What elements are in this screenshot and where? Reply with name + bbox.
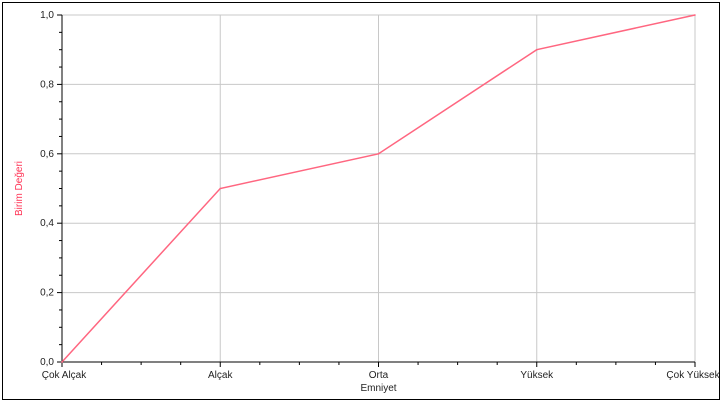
data-point [694, 14, 696, 16]
data-point [219, 187, 222, 190]
y-tick-label: 0,6 [40, 149, 54, 160]
data-point [61, 361, 63, 363]
axes [57, 14, 696, 367]
series-group [61, 14, 696, 363]
y-axis-title: Birim Değeri [14, 161, 25, 216]
y-tick-label: 0,8 [40, 79, 54, 90]
x-tick-label: Orta [369, 370, 389, 381]
data-point [377, 153, 380, 155]
y-tick-label: 0,0 [40, 357, 54, 368]
x-tick-label: Çok Alçak [42, 370, 87, 381]
data-point [535, 48, 538, 51]
y-tick-label: 1,0 [40, 10, 54, 21]
x-axis-title: Emniyet [360, 383, 396, 394]
x-tick-label: Alçak [208, 370, 233, 381]
x-tick-label: Çok Yüksek [666, 370, 720, 381]
chart-frame [2, 2, 720, 400]
x-tick-labels: Çok Alçak Alçak Orta Yüksek Çok Yüksek [42, 370, 721, 381]
x-tick-label: Yüksek [520, 370, 554, 381]
y-tick-label: 0,4 [40, 218, 54, 229]
y-tick-labels: 0,0 0,2 0,4 0,6 0,8 1,0 [40, 10, 54, 368]
y-tick-label: 0,2 [40, 288, 54, 299]
grid-lines [61, 14, 696, 363]
